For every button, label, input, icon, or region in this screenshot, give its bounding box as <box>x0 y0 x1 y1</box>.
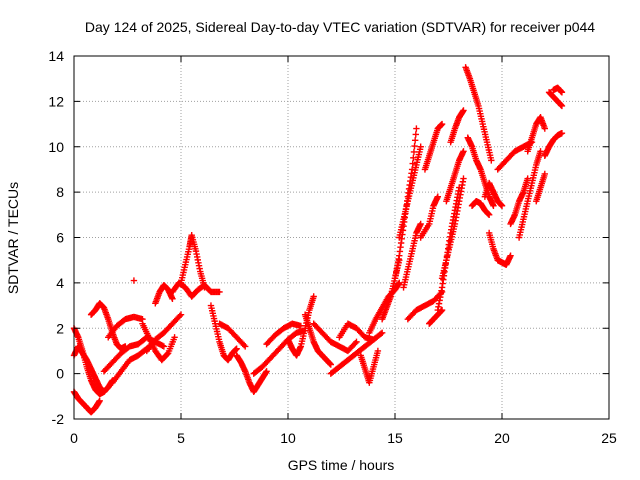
data-point <box>460 175 467 182</box>
data-point <box>411 137 419 144</box>
data-point <box>96 397 103 405</box>
data-point <box>490 202 497 209</box>
x-tick-label: 20 <box>494 430 510 446</box>
x-tick-label: 15 <box>387 430 403 446</box>
data-point <box>396 279 403 287</box>
data-point <box>460 148 467 155</box>
data-point <box>164 350 171 358</box>
data-point <box>177 311 185 318</box>
data-point <box>558 102 566 110</box>
data-point <box>370 336 377 343</box>
y-axis-label: SDTVAR / TECUs <box>5 182 21 294</box>
y-tick-label: 10 <box>48 139 64 155</box>
data-point <box>216 288 223 296</box>
data-points <box>70 64 566 416</box>
data-point <box>558 89 566 96</box>
data-point <box>537 148 544 155</box>
y-tick-label: 0 <box>56 366 64 382</box>
data-point <box>242 343 249 350</box>
data-point <box>353 338 360 346</box>
data-point <box>409 160 416 167</box>
x-tick-label: 0 <box>70 430 78 446</box>
data-point <box>378 329 386 336</box>
axis-ticks <box>73 55 610 420</box>
data-point <box>524 175 531 182</box>
y-tick-label: 14 <box>48 48 64 64</box>
data-point <box>412 131 419 138</box>
y-tick-label: 2 <box>56 320 64 336</box>
x-tick-label: 5 <box>177 430 185 446</box>
data-point <box>558 129 566 137</box>
data-point <box>171 334 178 341</box>
data-point <box>417 220 424 228</box>
y-tick-labels: -2 0 2 4 6 8 10 12 14 <box>48 48 64 427</box>
data-point <box>460 107 467 114</box>
data-point <box>438 120 446 128</box>
grid <box>74 56 609 419</box>
data-point <box>233 345 240 352</box>
data-point <box>498 202 506 209</box>
data-point <box>327 361 334 368</box>
chart-title: Day 124 of 2025, Sidereal Day-to-day VTE… <box>85 19 595 35</box>
data-point <box>417 143 424 150</box>
data-point <box>413 125 420 132</box>
data-point <box>507 252 514 259</box>
data-point <box>485 211 493 219</box>
data-point <box>100 388 108 395</box>
data-point <box>411 142 418 150</box>
x-tick-label: 25 <box>601 430 617 446</box>
y-tick-label: -2 <box>52 411 65 427</box>
y-tick-label: 4 <box>56 275 64 291</box>
x-axis-label: GPS time / hours <box>288 457 395 473</box>
y-tick-label: 12 <box>48 93 64 109</box>
data-point <box>434 193 441 200</box>
y-tick-label: 6 <box>56 230 64 246</box>
y-tick-label: 8 <box>56 184 64 200</box>
data-point <box>240 341 248 349</box>
data-point <box>201 284 208 291</box>
data-point <box>374 347 382 355</box>
data-point <box>263 368 270 375</box>
data-point <box>410 148 418 156</box>
data-point <box>377 330 385 337</box>
data-point <box>310 293 317 300</box>
data-point <box>488 157 495 164</box>
data-point <box>176 312 183 320</box>
data-point <box>352 339 359 347</box>
x-tick-labels: 0 5 10 15 20 25 <box>70 430 617 446</box>
data-point <box>130 277 138 284</box>
data-point <box>541 170 548 178</box>
data-point <box>169 295 176 302</box>
data-point <box>541 125 548 132</box>
x-tick-label: 10 <box>280 430 296 446</box>
data-point <box>160 343 168 350</box>
